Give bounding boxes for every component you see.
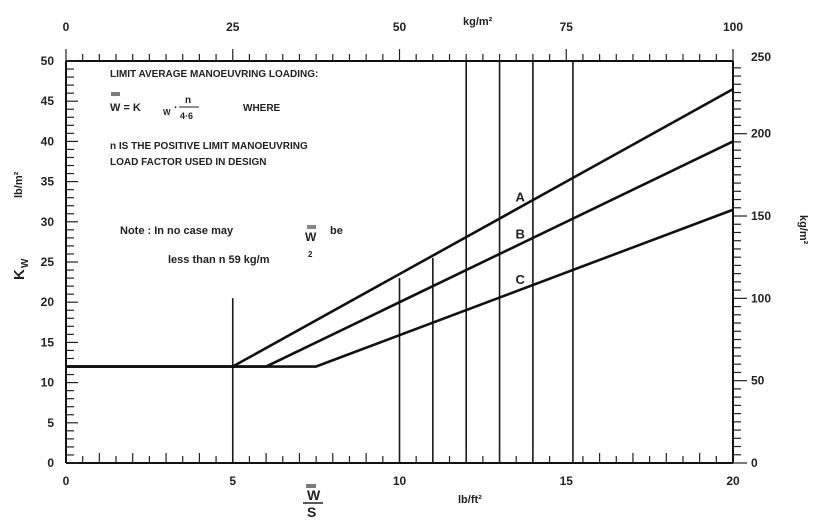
series-label-a: A bbox=[516, 189, 526, 204]
note-line2: less than n 59 kg/m bbox=[168, 254, 270, 266]
right-tick-label: 150 bbox=[751, 209, 771, 223]
x-axis-title: W S bbox=[303, 484, 323, 520]
x-tick-label: 10 bbox=[393, 474, 407, 488]
formula-numerator: n bbox=[185, 95, 191, 106]
formula-dot: · bbox=[174, 102, 178, 114]
note-line1-b: be bbox=[330, 225, 343, 237]
formula-lhs: W = K bbox=[110, 102, 141, 114]
y-tick-label: 0 bbox=[47, 456, 54, 470]
annotation-n-line2: LOAD FACTOR USED IN DESIGN bbox=[110, 157, 267, 168]
y-tick-label: 40 bbox=[41, 134, 55, 148]
top-tick-label: 75 bbox=[560, 20, 574, 34]
vertical-gridlines bbox=[231, 61, 574, 463]
x-tick-label: 20 bbox=[726, 474, 740, 488]
x-tick-label: 0 bbox=[63, 474, 70, 488]
x-tick-label: 5 bbox=[229, 474, 236, 488]
right-tick-label: 200 bbox=[751, 127, 771, 141]
y-unit-label-left: lb/m² bbox=[13, 171, 25, 198]
y-tick-label: 50 bbox=[41, 54, 55, 68]
x-tick-label: 15 bbox=[560, 474, 574, 488]
annotation-n-line1: n IS THE POSITIVE LIMIT MANOEUVRING bbox=[110, 141, 308, 152]
right-tick-label: 0 bbox=[751, 456, 758, 470]
note-line1-a: Note : In no case may bbox=[120, 225, 234, 237]
top-tick-label: 100 bbox=[723, 20, 743, 34]
series-label-b: B bbox=[516, 226, 525, 241]
top-unit-label: kg/m² bbox=[463, 16, 493, 28]
note-line1-w: W bbox=[305, 230, 317, 244]
bottom-unit-label: lb/ft² bbox=[458, 494, 482, 506]
formula: W = K W · n 4·6 WHERE bbox=[110, 92, 281, 121]
y-tick-label: 35 bbox=[41, 175, 55, 189]
series-label-c: C bbox=[516, 272, 526, 287]
annotation-title: LIMIT AVERAGE MANOEUVRING LOADING: bbox=[110, 69, 318, 80]
top-tick-label: 0 bbox=[63, 20, 70, 34]
y-axis-title: lb/m² K W kg/m² bbox=[11, 171, 809, 280]
y-title-symbol: K bbox=[11, 269, 28, 280]
x-title-numerator: W bbox=[307, 487, 321, 503]
y-unit-label-right: kg/m² bbox=[797, 215, 809, 245]
series-lines bbox=[66, 88, 734, 368]
formula-sub: W bbox=[163, 108, 171, 117]
series-line-c bbox=[66, 208, 734, 368]
y-tick-label: 30 bbox=[41, 215, 55, 229]
top-tick-label: 25 bbox=[226, 20, 240, 34]
formula-where: WHERE bbox=[243, 103, 281, 114]
y-tick-label: 5 bbox=[47, 416, 54, 430]
formula-denominator: 4·6 bbox=[180, 111, 193, 121]
y-tick-label: 15 bbox=[41, 335, 55, 349]
y-tick-label: 10 bbox=[41, 376, 55, 390]
note-line2-sup: 2 bbox=[308, 250, 313, 259]
right-tick-label: 250 bbox=[751, 50, 771, 64]
x-title-denominator: S bbox=[307, 504, 316, 520]
right-tick-label: 100 bbox=[751, 291, 771, 305]
y-title-sub: W bbox=[20, 258, 31, 268]
y-tick-label: 45 bbox=[41, 94, 55, 108]
note: Note : In no case may W be less than n 5… bbox=[120, 225, 343, 266]
top-tick-label: 50 bbox=[393, 20, 407, 34]
y-tick-label: 20 bbox=[41, 295, 55, 309]
right-tick-label: 50 bbox=[751, 374, 765, 388]
y-tick-label: 25 bbox=[41, 255, 55, 269]
